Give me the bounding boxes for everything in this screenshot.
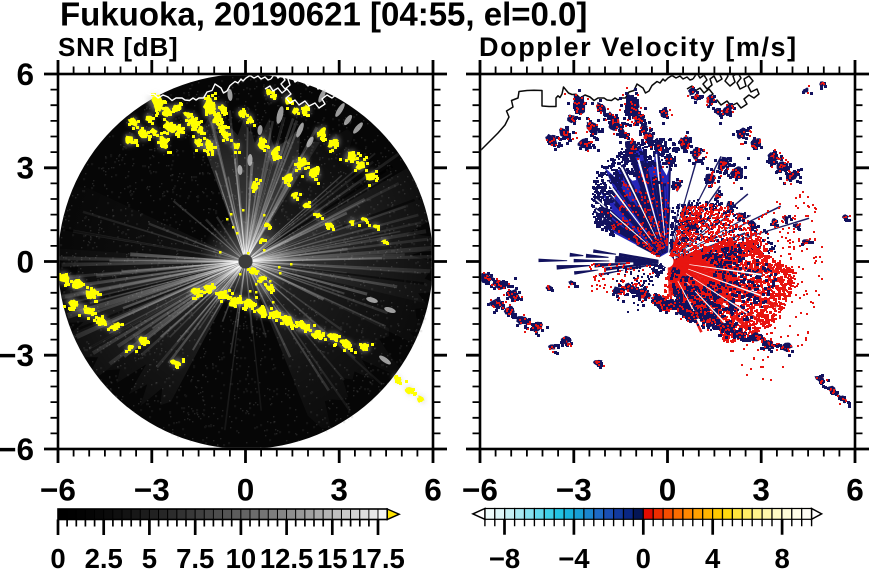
svg-text:0: 0	[50, 543, 65, 570]
svg-text:6: 6	[846, 472, 864, 508]
svg-text:SNR [dB]: SNR [dB]	[58, 32, 179, 62]
svg-text:6: 6	[424, 472, 442, 508]
svg-text:6: 6	[16, 56, 34, 92]
svg-text:−6: −6	[0, 431, 34, 467]
svg-text:Doppler Velocity [m/s]: Doppler Velocity [m/s]	[479, 32, 798, 62]
svg-text:2.5: 2.5	[85, 543, 123, 570]
svg-text:−8: −8	[489, 543, 520, 570]
svg-text:15: 15	[317, 543, 348, 570]
svg-text:0: 0	[636, 543, 651, 570]
svg-text:4: 4	[705, 543, 721, 570]
svg-text:5: 5	[142, 543, 157, 570]
svg-text:−3: −3	[556, 472, 592, 508]
svg-text:−6: −6	[462, 472, 498, 508]
svg-text:3: 3	[330, 472, 348, 508]
svg-text:12.5: 12.5	[260, 543, 314, 570]
svg-text:8: 8	[774, 543, 789, 570]
svg-text:−3: −3	[134, 472, 170, 508]
svg-text:−6: −6	[40, 472, 76, 508]
svg-text:−3: −3	[0, 337, 34, 373]
svg-text:Fukuoka, 20190621 [04:55, el=0: Fukuoka, 20190621 [04:55, el=0.0]	[60, 0, 587, 33]
svg-text:7.5: 7.5	[176, 543, 214, 570]
svg-text:3: 3	[16, 150, 34, 186]
svg-text:3: 3	[752, 472, 770, 508]
svg-text:0: 0	[659, 472, 677, 508]
svg-text:17.5: 17.5	[351, 543, 405, 570]
svg-text:0: 0	[237, 472, 255, 508]
svg-text:−4: −4	[558, 543, 590, 570]
svg-text:10: 10	[226, 543, 257, 570]
svg-text:0: 0	[16, 243, 34, 279]
